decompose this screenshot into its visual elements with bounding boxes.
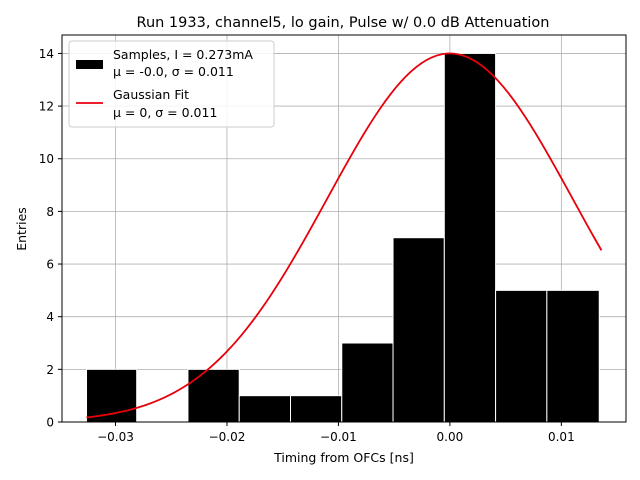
legend-stats-samples: μ = -0.0, σ = 0.011	[113, 64, 234, 79]
x-tick-label: −0.01	[320, 430, 357, 444]
histogram-bar	[443, 52, 497, 423]
x-axis-label: Timing from OFCs [ns]	[273, 450, 414, 465]
x-tick-label: −0.03	[97, 430, 134, 444]
y-tick-label: 8	[46, 205, 54, 219]
histogram-bars	[86, 52, 600, 423]
plot-frame	[61, 34, 627, 423]
x-tick-label: 0.01	[548, 430, 575, 444]
y-tick-label: 10	[39, 152, 54, 166]
legend: Samples, I = 0.273mA μ = -0.0, σ = 0.011…	[68, 40, 275, 128]
histogram-bar	[238, 395, 291, 423]
y-tick-label: 0	[46, 416, 54, 430]
histogram-bar	[289, 395, 343, 423]
x-tick-label: 0.00	[437, 430, 464, 444]
y-tick-label: 2	[46, 363, 54, 377]
chart-title: Run 1933, channel5, lo gain, Pulse w/ 0.…	[137, 15, 550, 31]
histogram-bar	[341, 342, 394, 423]
y-axis: 0 2 4 6 8 10 12 14	[39, 47, 62, 430]
histogram-bar	[546, 289, 600, 423]
x-axis: −0.03 −0.02 −0.01 0.00 0.01	[97, 422, 575, 444]
legend-label-samples: Samples, I = 0.273mA	[113, 47, 253, 62]
y-tick-label: 14	[39, 47, 54, 61]
legend-swatch-samples	[76, 60, 103, 69]
y-tick-label: 6	[46, 258, 54, 272]
y-axis-label: Entries	[14, 207, 29, 251]
y-tick-label: 4	[46, 310, 54, 324]
x-tick-label: −0.02	[209, 430, 246, 444]
gaussian-fit-line	[86, 52, 603, 419]
legend-box	[68, 40, 275, 128]
histogram-bar	[187, 368, 240, 423]
legend-label-fit: Gaussian Fit	[113, 87, 189, 102]
legend-stats-fit: μ = 0, σ = 0.011	[113, 105, 217, 120]
histogram-bar	[392, 237, 445, 423]
histogram-bar	[495, 289, 548, 423]
y-tick-label: 12	[39, 100, 54, 114]
